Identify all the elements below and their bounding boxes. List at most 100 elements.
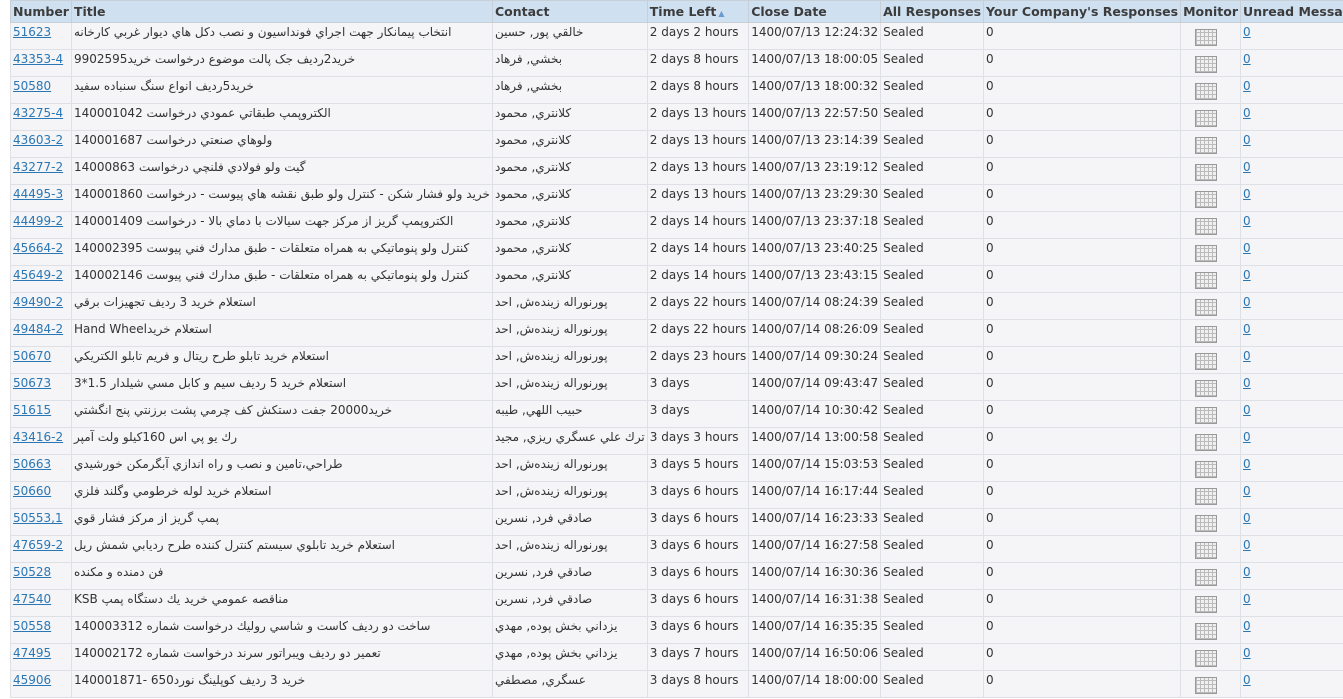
close-date-cell: 1400/07/14 13:00:58 xyxy=(748,427,882,455)
unread-messages-link[interactable]: 0 xyxy=(1243,106,1251,120)
unread-messages-link[interactable]: 0 xyxy=(1243,538,1251,552)
negotiation-number-link[interactable]: 44499-2 xyxy=(13,214,64,228)
monitor-grid-icon[interactable] xyxy=(1195,434,1218,451)
all-responses-cell: Sealed xyxy=(880,346,985,374)
negotiation-number-link[interactable]: 47540 xyxy=(13,592,52,606)
contact-cell: كلانتري, محمود xyxy=(491,211,648,239)
negotiation-number-link[interactable]: 51623 xyxy=(13,25,52,39)
unread-messages-link[interactable]: 0 xyxy=(1243,511,1251,525)
unread-cell: 0 xyxy=(1240,670,1343,698)
col-all-responses[interactable]: All Responses xyxy=(880,0,985,23)
unread-messages-link[interactable]: 0 xyxy=(1243,52,1251,66)
monitor-grid-icon[interactable] xyxy=(1195,110,1218,127)
monitor-grid-icon[interactable] xyxy=(1195,596,1218,613)
close-date-cell: 1400/07/13 12:24:32 xyxy=(748,22,882,50)
monitor-grid-icon[interactable] xyxy=(1195,650,1218,667)
negotiation-number-link[interactable]: 49484-2 xyxy=(13,322,64,336)
monitor-grid-icon[interactable] xyxy=(1195,56,1218,73)
your-responses-cell: 0 xyxy=(983,454,1182,482)
unread-messages-link[interactable]: 0 xyxy=(1243,187,1251,201)
monitor-grid-icon[interactable] xyxy=(1195,29,1218,46)
monitor-grid-icon[interactable] xyxy=(1195,407,1218,424)
unread-messages-link[interactable]: 0 xyxy=(1243,214,1251,228)
col-time-left[interactable]: Time Left ▲ xyxy=(646,0,750,23)
title-cell: استعلام خريد 3 رديف تجهيزات برقي xyxy=(70,292,493,320)
unread-messages-link[interactable]: 0 xyxy=(1243,349,1251,363)
monitor-grid-icon[interactable] xyxy=(1195,326,1218,343)
negotiation-number-link[interactable]: 45664-2 xyxy=(13,241,64,255)
col-contact[interactable]: Contact xyxy=(491,0,648,23)
table-row: 50558 ساخت دو رديف كاست و شاسي روليك درخو… xyxy=(10,616,1343,644)
negotiation-number-link[interactable]: 50663 xyxy=(13,457,52,471)
negotiation-number-link[interactable]: 50670 xyxy=(13,349,52,363)
monitor-grid-icon[interactable] xyxy=(1195,245,1218,262)
monitor-cell xyxy=(1180,400,1242,428)
negotiation-number-link[interactable]: 47495 xyxy=(13,646,52,660)
unread-messages-link[interactable]: 0 xyxy=(1243,457,1251,471)
unread-messages-link[interactable]: 0 xyxy=(1243,484,1251,498)
col-number[interactable]: Number xyxy=(10,0,72,23)
title-cell: پمپ گريز از مركز فشار قوي xyxy=(70,508,493,536)
unread-messages-link[interactable]: 0 xyxy=(1243,79,1251,93)
col-title[interactable]: Title xyxy=(70,0,493,23)
negotiation-number-link[interactable]: 43277-2 xyxy=(13,160,64,174)
unread-cell: 0 xyxy=(1240,265,1343,293)
unread-messages-link[interactable]: 0 xyxy=(1243,376,1251,390)
unread-messages-link[interactable]: 0 xyxy=(1243,268,1251,282)
negotiation-number-link[interactable]: 45906 xyxy=(13,673,52,687)
monitor-grid-icon[interactable] xyxy=(1195,299,1218,316)
monitor-grid-icon[interactable] xyxy=(1195,191,1218,208)
negotiation-number-link[interactable]: 43603-2 xyxy=(13,133,64,147)
close-date-cell: 1400/07/13 22:57:50 xyxy=(748,103,882,131)
unread-cell: 0 xyxy=(1240,319,1343,347)
monitor-grid-icon[interactable] xyxy=(1195,623,1218,640)
monitor-grid-icon[interactable] xyxy=(1195,542,1218,559)
unread-messages-link[interactable]: 0 xyxy=(1243,241,1251,255)
negotiation-number-link[interactable]: 43416-2 xyxy=(13,430,64,444)
unread-messages-link[interactable]: 0 xyxy=(1243,133,1251,147)
negotiation-number-link[interactable]: 50528 xyxy=(13,565,52,579)
unread-messages-link[interactable]: 0 xyxy=(1243,295,1251,309)
unread-messages-link[interactable]: 0 xyxy=(1243,565,1251,579)
negotiation-number-link[interactable]: 49490-2 xyxy=(13,295,64,309)
monitor-grid-icon[interactable] xyxy=(1195,380,1218,397)
negotiation-number-link[interactable]: 43275-4 xyxy=(13,106,64,120)
unread-messages-link[interactable]: 0 xyxy=(1243,160,1251,174)
monitor-grid-icon[interactable] xyxy=(1195,569,1218,586)
monitor-grid-icon[interactable] xyxy=(1195,218,1218,235)
unread-messages-link[interactable]: 0 xyxy=(1243,430,1251,444)
negotiation-number-link[interactable]: 50558 xyxy=(13,619,52,633)
monitor-grid-icon[interactable] xyxy=(1195,461,1218,478)
negotiation-number-link[interactable]: 50580 xyxy=(13,79,52,93)
unread-messages-link[interactable]: 0 xyxy=(1243,25,1251,39)
monitor-grid-icon[interactable] xyxy=(1195,137,1218,154)
monitor-grid-icon[interactable] xyxy=(1195,488,1218,505)
unread-messages-link[interactable]: 0 xyxy=(1243,403,1251,417)
unread-messages-link[interactable]: 0 xyxy=(1243,673,1251,687)
negotiation-number-link[interactable]: 47659-2 xyxy=(13,538,64,552)
monitor-grid-icon[interactable] xyxy=(1195,83,1218,100)
negotiation-number-link[interactable]: 45649-2 xyxy=(13,268,64,282)
monitor-grid-icon[interactable] xyxy=(1195,353,1218,370)
col-close-date[interactable]: Close Date xyxy=(748,0,882,23)
unread-messages-link[interactable]: 0 xyxy=(1243,592,1251,606)
number-cell: 43416-2 xyxy=(10,427,72,455)
title-cell: KSB مناقصه عمومي خريد يك دستگاه پمپ xyxy=(70,589,493,617)
unread-messages-link[interactable]: 0 xyxy=(1243,619,1251,633)
negotiation-number-link[interactable]: 50553,1 xyxy=(13,511,63,525)
time-left-cell: 3 days 6 hours xyxy=(646,562,750,590)
monitor-grid-icon[interactable] xyxy=(1195,272,1218,289)
unread-messages-link[interactable]: 0 xyxy=(1243,322,1251,336)
monitor-grid-icon[interactable] xyxy=(1195,515,1218,532)
monitor-grid-icon[interactable] xyxy=(1195,164,1218,181)
monitor-grid-icon[interactable] xyxy=(1195,677,1218,694)
col-unread-messages: Unread Messages xyxy=(1240,0,1343,23)
negotiation-number-link[interactable]: 51615 xyxy=(13,403,52,417)
negotiation-number-link[interactable]: 44495-3 xyxy=(13,187,64,201)
col-your-responses[interactable]: Your Company's Responses xyxy=(983,0,1182,23)
negotiation-number-link[interactable]: 43353-4 xyxy=(13,52,64,66)
negotiation-number-link[interactable]: 50660 xyxy=(13,484,52,498)
your-responses-cell: 0 xyxy=(983,157,1182,185)
negotiation-number-link[interactable]: 50673 xyxy=(13,376,52,390)
unread-messages-link[interactable]: 0 xyxy=(1243,646,1251,660)
